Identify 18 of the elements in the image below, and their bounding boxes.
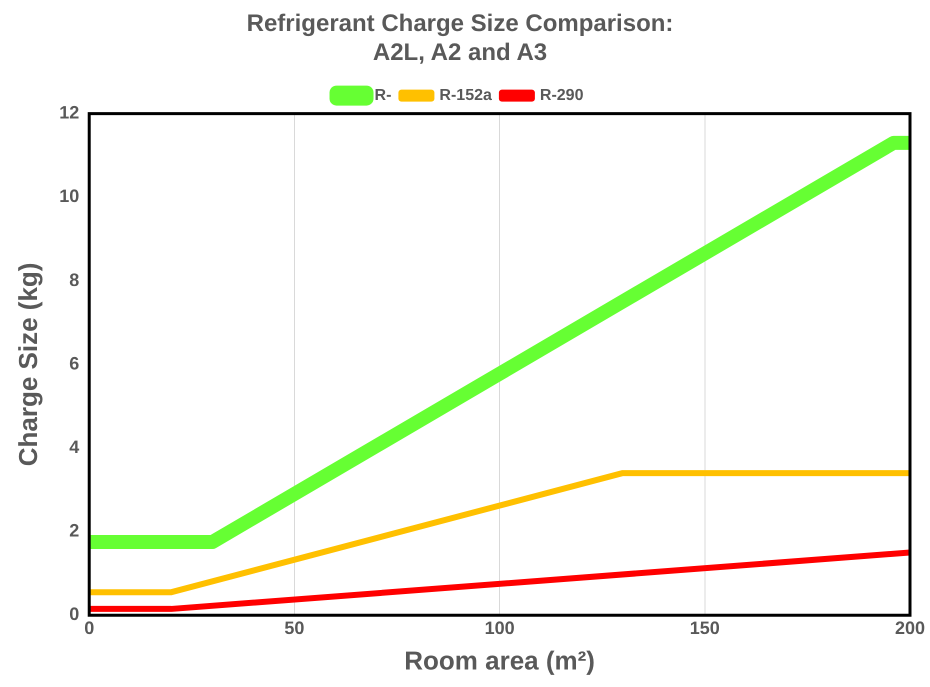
- x-axis-title: Room area (m²): [404, 646, 595, 676]
- x-tick-label: 0: [84, 618, 94, 638]
- legend-label: R-290: [540, 87, 584, 104]
- legend-label: R-: [374, 87, 392, 104]
- y-tick-label: 0: [69, 604, 80, 624]
- x-tick-label: 200: [894, 618, 926, 638]
- y-tick-label: 4: [69, 436, 80, 457]
- chart-title: Refrigerant Charge Size Comparison: A2L, A2 and A3: [246, 10, 674, 66]
- y-axis-title: Charge Size (kg): [12, 262, 43, 466]
- y-tick-label: 8: [69, 270, 80, 290]
- y-tick-label: 2: [69, 520, 80, 541]
- y-tick-label: 12: [59, 102, 80, 123]
- y-tick-label: 6: [69, 353, 80, 374]
- x-tick-label: 150: [690, 618, 720, 638]
- y-tick-label: 10: [59, 186, 80, 206]
- x-tick-label: 50: [284, 618, 304, 638]
- x-tick-label: 100: [484, 618, 515, 638]
- legend-label: R-152a: [439, 87, 492, 104]
